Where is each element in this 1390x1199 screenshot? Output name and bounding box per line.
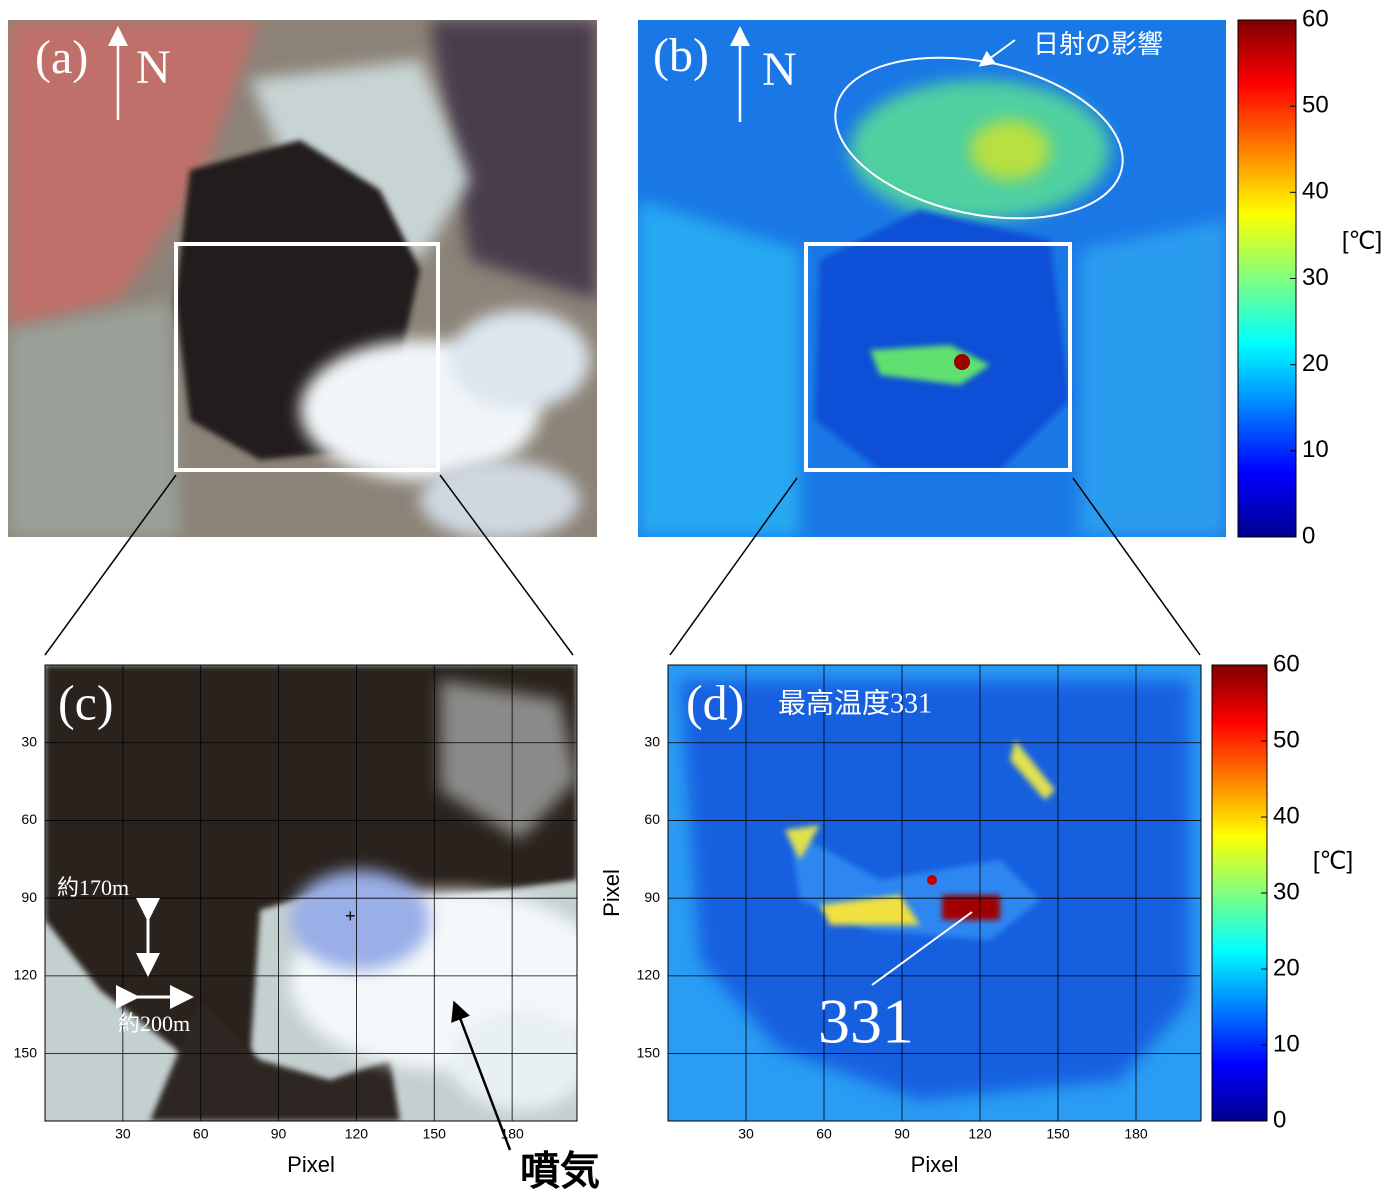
panel-label: (a) [35,31,88,84]
colorbar [1238,20,1296,537]
x-tick-label: 180 [1124,1126,1148,1142]
colorbar-tick-label: 0 [1273,1106,1286,1133]
x-axis-label: Pixel [911,1152,959,1177]
y-tick-label: 60 [644,811,660,827]
colorbar-tick-label: 60 [1302,5,1329,32]
max-label: 331 [818,986,914,1057]
x-tick-label: 150 [423,1126,447,1142]
y-tick-label: 120 [637,967,661,983]
y-tick-label: 90 [21,889,37,905]
colorbar-tick-label: 30 [1273,878,1300,905]
svg-text:+: + [345,906,356,926]
panel-label: (b) [653,29,709,82]
colorbar-d: 0 10 20 30 40 50 60 [℃] [1212,650,1353,1133]
y-tick-label: 30 [644,733,660,749]
colorbar-tick-label: 40 [1302,178,1329,205]
colorbar-tick-label: 0 [1302,522,1315,549]
panel-label: (d) [686,674,744,730]
panel-label: (c) [58,674,114,730]
x-tick-label: 150 [1046,1126,1070,1142]
image-b [638,20,1226,537]
image-a [8,20,597,540]
plume-label: 噴気 [520,1150,600,1194]
image-d [668,665,1201,1121]
x-axis-label: Pixel [287,1152,335,1177]
colorbar-tick-label: 50 [1273,726,1300,753]
scale-label: 約200m [118,1011,190,1036]
image-c [45,665,610,1121]
x-tick-label: 90 [271,1126,287,1142]
colorbar-tick-label: 50 [1302,92,1329,119]
y-tick-label: 60 [21,811,37,827]
x-tick-label: 30 [115,1126,131,1142]
north-label: N [762,43,797,96]
colorbar-tick-label: 30 [1302,264,1329,291]
x-tick-label: 60 [816,1126,832,1142]
x-tick-label: 30 [738,1126,754,1142]
page: {"panel_a": {"label": "(a)", "north": "N… [0,0,1390,1194]
colorbar-tick-label: 60 [1273,650,1300,677]
colorbar [1212,665,1267,1121]
panel-title: 最高温度331 [778,687,932,719]
y-tick-label: 90 [644,889,660,905]
y-tick-label: 120 [14,967,38,983]
colorbar-unit: [℃] [1313,847,1353,874]
north-label: N [136,41,171,94]
colorbar-tick-label: 20 [1273,954,1300,981]
x-tick-label: 60 [193,1126,209,1142]
annotation: 日射の影響 [1033,29,1163,59]
colorbar-b: 0 10 20 30 40 50 60 [℃] [1238,5,1382,549]
y-tick-label: 150 [637,1044,661,1060]
y-tick-label: 150 [14,1044,38,1060]
y-tick-label: 30 [21,733,37,749]
y-axis-label: Pixel [599,869,624,917]
colorbar-tick-label: 10 [1302,436,1329,463]
x-tick-label: 90 [894,1126,910,1142]
colorbar-unit: [℃] [1342,227,1382,254]
colorbar-tick-label: 20 [1302,350,1329,377]
figure: (a) N (b) N 日射の影響 30 60 90 120 150 180 30 60 90 1… [0,0,1390,1194]
scale-label: 約170m [57,875,129,900]
x-tick-label: 120 [345,1126,369,1142]
x-tick-label: 120 [968,1126,992,1142]
colorbar-tick-label: 40 [1273,802,1300,829]
colorbar-tick-label: 10 [1273,1030,1300,1057]
